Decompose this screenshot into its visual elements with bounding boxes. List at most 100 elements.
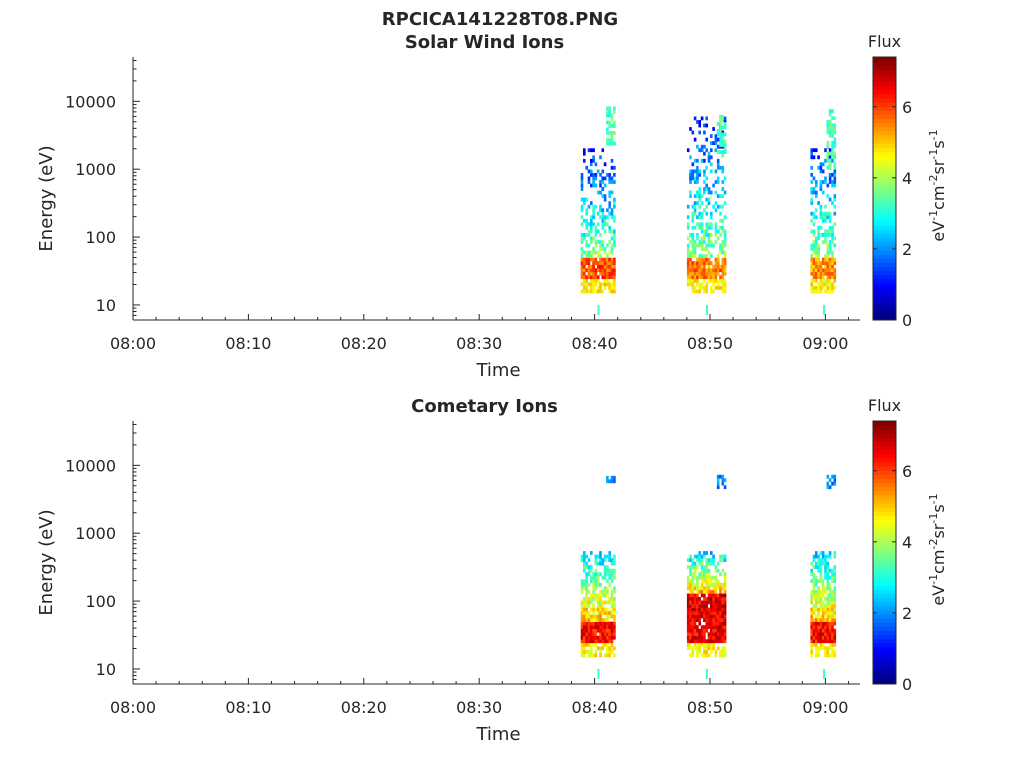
flux-cell xyxy=(583,218,586,223)
colorbar-segment xyxy=(873,241,896,247)
flux-cell xyxy=(714,586,718,591)
colorbar-segment xyxy=(873,490,896,496)
flux-cell xyxy=(716,254,720,258)
flux-cell xyxy=(721,204,725,209)
flux-cell xyxy=(826,635,830,640)
flux-cell xyxy=(828,233,832,237)
flux-cell xyxy=(700,240,704,244)
flux-cell xyxy=(710,646,713,651)
spectrogram-cells xyxy=(580,106,837,315)
flux-cell xyxy=(710,649,713,654)
flux-cell xyxy=(689,282,692,287)
flux-cell xyxy=(721,285,725,290)
flux-cell xyxy=(613,257,616,262)
flux-cell xyxy=(606,271,609,276)
flux-cell xyxy=(723,278,727,283)
flux-cell xyxy=(691,275,695,280)
flux-cell xyxy=(719,611,722,615)
flux-cell xyxy=(707,236,711,241)
flux-cell xyxy=(583,271,586,276)
flux-cell xyxy=(686,625,690,629)
flux-cell xyxy=(608,106,611,111)
flux-cell xyxy=(815,561,818,566)
flux-cell xyxy=(817,561,820,566)
flux-cell xyxy=(714,611,718,615)
flux-cell xyxy=(810,173,813,177)
flux-cell xyxy=(590,628,593,633)
flux-cell xyxy=(714,600,718,605)
flux-cell xyxy=(691,572,695,577)
flux-cell xyxy=(696,642,699,647)
flux-cell xyxy=(613,558,616,562)
flux-cell xyxy=(710,190,713,195)
flux-cell xyxy=(819,289,823,294)
flux-cell xyxy=(824,653,827,658)
flux-cell xyxy=(721,632,725,637)
flux-cell xyxy=(698,187,701,191)
flux-cell xyxy=(833,257,837,262)
colorbar-segment xyxy=(873,135,896,140)
flux-cell xyxy=(821,639,825,644)
flux-cell xyxy=(831,635,834,640)
flux-cell xyxy=(700,222,704,227)
flux-cell xyxy=(826,611,830,615)
flux-cell xyxy=(817,565,820,569)
flux-cell xyxy=(824,621,827,626)
flux-cell xyxy=(599,621,602,626)
flux-cell xyxy=(689,558,692,562)
colorbar-segment xyxy=(873,307,896,313)
flux-cell xyxy=(828,478,832,483)
flux-cell xyxy=(716,604,720,608)
flux-cell xyxy=(719,621,722,626)
flux-cell xyxy=(596,285,600,290)
colorbar-segment xyxy=(873,159,896,165)
flux-cell xyxy=(599,208,602,213)
flux-cell xyxy=(705,642,708,647)
flux-cell xyxy=(693,565,697,569)
flux-cell xyxy=(831,474,834,479)
flux-cell xyxy=(721,278,725,283)
flux-cell xyxy=(819,551,823,555)
flux-cell xyxy=(828,180,832,184)
flux-cell xyxy=(828,554,832,559)
flux-cell xyxy=(597,668,600,679)
colorbar-segment xyxy=(873,425,896,430)
flux-cell xyxy=(833,155,837,159)
flux-cell xyxy=(703,568,706,573)
flux-cell xyxy=(714,190,718,195)
flux-cell xyxy=(583,561,586,566)
colorbar-segment xyxy=(873,663,896,668)
flux-cell xyxy=(824,568,827,573)
flux-cell xyxy=(812,575,816,580)
flux-cell xyxy=(580,639,584,644)
flux-cell xyxy=(696,289,699,294)
flux-cell xyxy=(698,642,701,647)
colorbar-segment xyxy=(873,130,896,136)
flux-cell xyxy=(716,271,720,276)
flux-cell xyxy=(603,257,607,262)
flux-cell xyxy=(812,176,816,181)
flux-cell xyxy=(587,653,591,658)
flux-cell xyxy=(599,257,602,262)
flux-cell xyxy=(592,614,595,619)
flux-cell xyxy=(810,187,813,191)
flux-cell xyxy=(716,176,720,181)
flux-cell xyxy=(817,597,820,601)
y-tick-label: 10000 xyxy=(65,92,116,111)
flux-cell xyxy=(812,250,816,255)
flux-cell xyxy=(817,254,820,258)
flux-cell xyxy=(703,173,706,177)
flux-cell xyxy=(833,478,837,483)
flux-cell xyxy=(710,635,713,640)
flux-cell xyxy=(583,607,586,612)
flux-cell xyxy=(716,481,720,486)
flux-cell xyxy=(601,593,605,598)
colorbar-tick-label: 4 xyxy=(902,169,912,188)
flux-cell xyxy=(712,600,715,605)
flux-cell xyxy=(707,225,711,230)
flux-cell xyxy=(590,254,593,258)
flux-cell xyxy=(815,607,818,612)
flux-cell xyxy=(592,261,595,265)
flux-cell xyxy=(703,625,706,629)
